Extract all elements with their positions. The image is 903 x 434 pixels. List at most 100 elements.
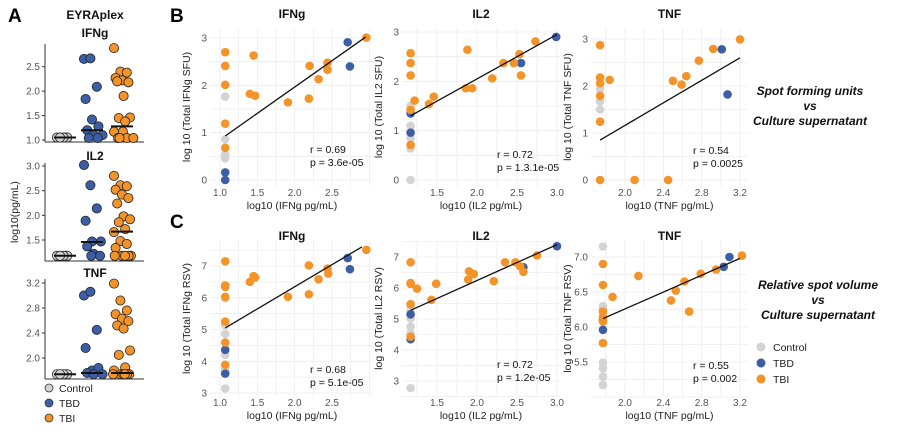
legend-right: Control TBD TBI — [756, 342, 807, 386]
dot-point-tbd — [88, 369, 99, 380]
x-tick-label: 2.0 — [288, 188, 302, 199]
scatter-point-tbi — [220, 47, 230, 57]
scatter-point-tbi — [634, 271, 643, 281]
x-axis-title: log10 (IL2 pg/mL) — [440, 200, 522, 212]
dot-point-tbi — [112, 76, 123, 87]
y-tick-label: 4 — [393, 346, 399, 357]
dot-point-tbi — [113, 217, 124, 228]
x-tick-label: 1.5 — [430, 188, 444, 199]
chart-title: IL2 — [86, 149, 104, 163]
scatter-point-control — [220, 384, 230, 393]
dot-point-tbi — [121, 181, 132, 192]
x-tick-label: 1.5 — [250, 188, 264, 199]
side-label-c-line3: Culture supernatant — [761, 308, 876, 322]
scatter-point-tbi — [677, 80, 686, 89]
scatter-point-tbi — [598, 338, 608, 348]
y-tick-label: 7.0 — [574, 253, 588, 264]
scatter-point-control — [406, 383, 415, 393]
correlation-p: p = 1.3.1e-05 — [497, 162, 559, 174]
y-tick-label: 6 — [201, 293, 207, 304]
scatter-point-tbi — [304, 261, 314, 270]
y-tick-label: 3.0 — [26, 162, 40, 173]
chart-scatter-tnf-sfu: TNF 2.0 2.4 2.8 3.2 0 1 2 3 log10 (TNF pg/mL) log … — [562, 7, 748, 212]
x-tick-label: 2.4 — [656, 398, 670, 409]
dot-point-tbi — [118, 91, 129, 102]
scatter-point-tbi — [531, 37, 540, 46]
y-axis-title: log 10 (Total IFNg SFU) — [181, 52, 193, 162]
scatter-point-tbi — [406, 71, 415, 80]
scatter-point-tbd — [551, 32, 561, 42]
dot-point-tbi — [115, 295, 126, 306]
dot-point-tbi — [123, 193, 134, 204]
dot-point-tbi — [123, 316, 134, 327]
dot-point-tbd — [80, 215, 91, 226]
scatter-point-tbi — [220, 143, 230, 153]
y-tick-label: 5 — [201, 325, 207, 336]
scatter-point-tbi — [668, 76, 678, 86]
dot-point-tbd — [87, 114, 98, 125]
y-tick-label: 7 — [393, 253, 399, 264]
scatter-point-tbi — [595, 91, 605, 101]
scatter-point-tbi — [406, 257, 415, 267]
x-axis-title: log10 (IFNg pg/mL) — [247, 410, 337, 422]
legend-swatch-control — [756, 342, 766, 352]
panel-letter-c: C — [170, 212, 184, 233]
side-label-b-line2: vs — [803, 99, 817, 113]
x-tick-label: 2.0 — [470, 398, 484, 409]
scatter-point-tbi — [595, 175, 605, 185]
y-tick-label: 6 — [393, 284, 399, 295]
x-tick-label: 3.0 — [550, 398, 564, 409]
scatter-point-tbi — [516, 71, 526, 80]
dot-point-tbd — [97, 369, 108, 380]
scatter-point-tbi — [305, 61, 314, 71]
dot-point-tbi — [125, 345, 136, 356]
x-tick-label: 2.0 — [470, 188, 484, 199]
x-tick-label: 1.0 — [213, 188, 227, 199]
y-tick-label: 2.5 — [26, 62, 40, 73]
chart-title: IL2 — [472, 229, 490, 243]
dot-point-tbi — [120, 116, 131, 127]
scatter-point-tbi — [429, 92, 439, 101]
y-tick-label: 4 — [201, 357, 207, 368]
scatter-point-tbi — [406, 299, 415, 309]
correlation-r: r = 0.72 — [497, 149, 533, 161]
scatter-point-tbi — [406, 332, 415, 341]
chart-dot-ifng-eyraplex: IFNg 1.0 1.5 2.0 2.5 — [26, 26, 144, 147]
scatter-point-tbi — [598, 317, 608, 326]
scatter-point-tbi — [220, 256, 230, 266]
scatter-point-tbd — [717, 45, 727, 54]
x-tick-label: 2.0 — [618, 398, 632, 409]
correlation-r: r = 0.55 — [693, 360, 729, 372]
y-tick-label: 2 — [393, 77, 399, 88]
y-tick-label: 2 — [201, 81, 207, 92]
dot-point-tbd — [82, 241, 93, 252]
scatter-point-tbd — [552, 241, 562, 251]
dot-point-tbi — [109, 43, 120, 54]
scatter-point-tbd — [345, 62, 355, 71]
y-tick-label: 2.0 — [26, 211, 40, 222]
y-tick-label: 3 — [393, 377, 399, 388]
x-tick-label: 1.5 — [430, 398, 444, 409]
dot-point-tbd — [80, 342, 91, 353]
chart-dot-il2-eyraplex: IL2 1.5 2.0 2.5 3.0 — [26, 149, 144, 262]
scatter-point-tbi — [304, 289, 314, 299]
y-tick-label: 1 — [582, 129, 588, 140]
scatter-point-tbd — [725, 252, 734, 262]
scatter-point-tbd — [220, 369, 230, 378]
scatter-point-control — [220, 329, 230, 339]
scatter-point-tbi — [694, 56, 704, 65]
scatter-point-tbi — [220, 80, 230, 90]
legend-label-tbd: TBD — [773, 358, 794, 370]
correlation-p: p = 0.002 — [693, 373, 737, 385]
scatter-point-tbi — [249, 51, 258, 60]
dot-point-tbi — [118, 323, 129, 334]
scatter-point-tbi — [663, 175, 673, 185]
x-axis-title: log10 (IFNg pg/mL) — [247, 200, 337, 212]
scatter-point-tbi — [595, 117, 605, 127]
y-axis-title: log 10 (Total TNF RSV) — [562, 264, 574, 372]
chart-title: TNF — [83, 266, 106, 280]
y-tick-label: 0 — [393, 176, 399, 187]
scatter-point-tbi — [250, 273, 260, 282]
scatter-point-tbi — [250, 91, 260, 101]
panel-a-header: EYRAplex — [66, 8, 124, 22]
